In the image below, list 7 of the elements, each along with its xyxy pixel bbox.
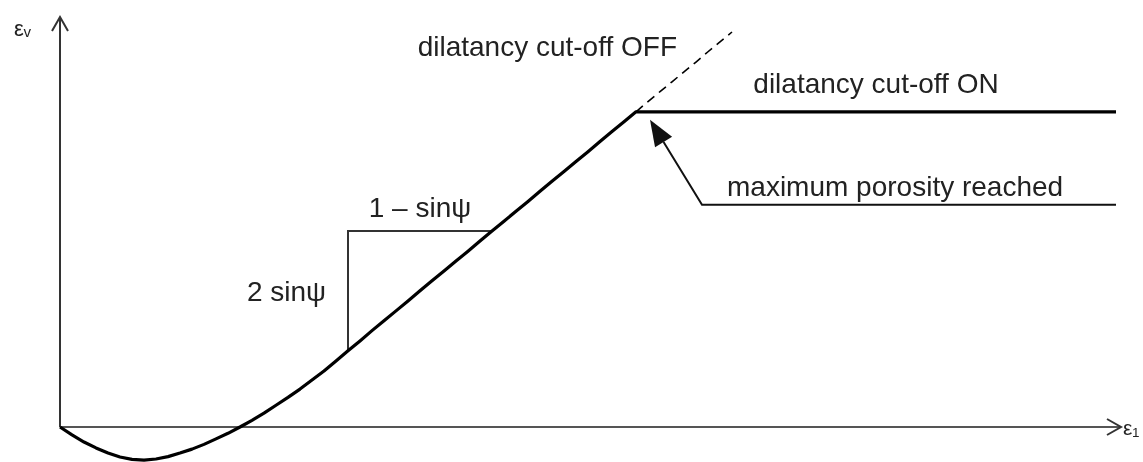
series-label: dilatancy cut-off ON: [753, 67, 999, 99]
series-label: dilatancy cut-off OFF: [417, 31, 677, 62]
annotation: maximum porosity reached: [727, 170, 1064, 202]
y-axis-title: εᵥ: [14, 16, 32, 41]
annotation: 1 – sinψ: [368, 192, 472, 224]
x-axis-title: ε₁: [1123, 416, 1140, 439]
annotation: 2 sinψ: [246, 275, 326, 307]
